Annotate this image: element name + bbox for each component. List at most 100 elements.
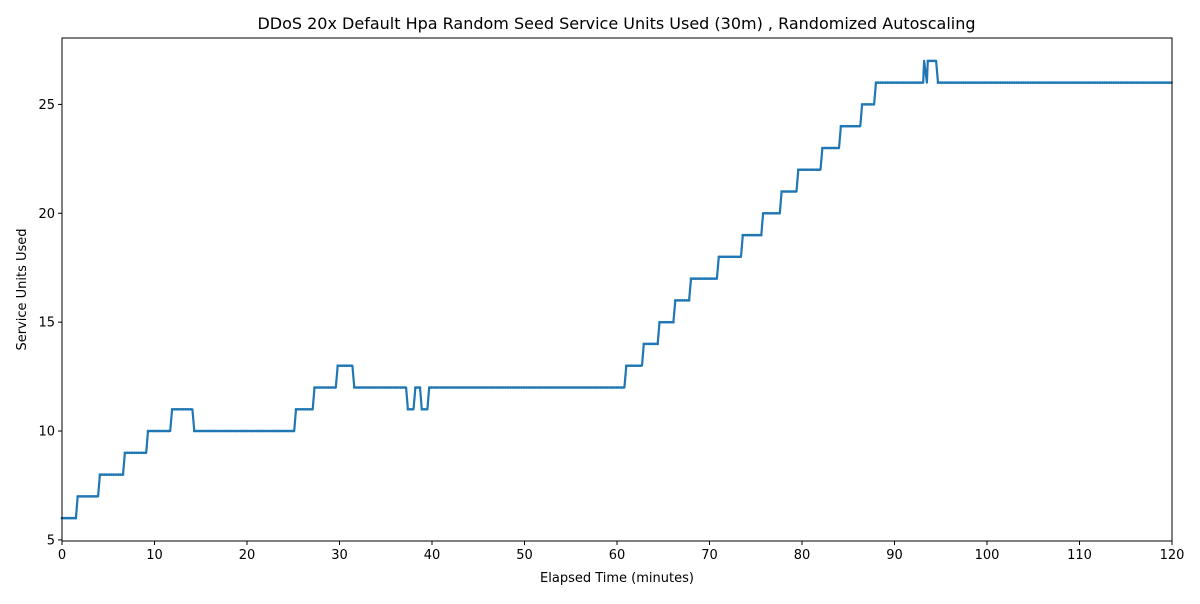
data-point bbox=[366, 386, 370, 389]
data-point bbox=[420, 408, 424, 411]
data-point bbox=[385, 386, 389, 389]
data-point bbox=[959, 81, 963, 84]
data-point bbox=[596, 386, 600, 389]
data-point bbox=[726, 255, 730, 259]
data-point bbox=[492, 386, 496, 389]
data-point bbox=[585, 386, 588, 389]
data-point bbox=[162, 429, 166, 433]
data-point bbox=[1040, 81, 1044, 84]
data-point bbox=[794, 190, 797, 193]
data-point bbox=[926, 59, 930, 63]
data-point bbox=[271, 429, 275, 433]
data-point bbox=[1029, 81, 1032, 84]
data-point bbox=[806, 168, 809, 171]
data-point bbox=[308, 408, 312, 411]
data-point bbox=[160, 429, 164, 433]
data-point bbox=[642, 342, 646, 346]
data-point bbox=[1107, 81, 1111, 84]
data-point bbox=[471, 386, 475, 389]
data-point bbox=[1066, 81, 1069, 84]
data-point bbox=[369, 386, 372, 389]
data-point bbox=[1163, 81, 1166, 84]
data-point bbox=[1137, 81, 1141, 84]
data-point bbox=[110, 473, 113, 476]
data-point bbox=[234, 429, 238, 433]
data-point bbox=[761, 212, 765, 215]
data-point bbox=[478, 386, 482, 389]
data-point bbox=[63, 516, 66, 520]
data-point bbox=[674, 299, 677, 302]
data-point bbox=[1084, 81, 1088, 84]
data-point bbox=[564, 386, 567, 389]
data-point bbox=[313, 386, 316, 389]
data-point bbox=[1103, 81, 1106, 84]
data-point bbox=[488, 386, 491, 389]
data-point bbox=[665, 320, 668, 324]
data-point bbox=[225, 429, 228, 433]
data-point bbox=[1056, 81, 1060, 84]
data-point bbox=[803, 168, 807, 171]
data-point bbox=[1124, 81, 1127, 84]
data-point bbox=[1087, 81, 1090, 84]
x-tick-label: 110 bbox=[1067, 548, 1092, 563]
data-point bbox=[343, 364, 346, 368]
data-point bbox=[557, 386, 560, 389]
data-point bbox=[241, 429, 245, 433]
data-point bbox=[1091, 81, 1095, 84]
data-point bbox=[371, 386, 375, 389]
data-point bbox=[575, 386, 579, 389]
data-point bbox=[573, 386, 577, 389]
data-point bbox=[992, 81, 995, 84]
data-point bbox=[195, 429, 198, 433]
data-point bbox=[511, 386, 514, 389]
data-point bbox=[1096, 81, 1099, 84]
data-point bbox=[841, 124, 845, 128]
data-point bbox=[432, 386, 436, 389]
data-point bbox=[1015, 81, 1018, 84]
data-point bbox=[694, 277, 697, 280]
data-point bbox=[606, 386, 609, 389]
data-point bbox=[246, 429, 249, 433]
data-point bbox=[253, 429, 256, 433]
data-point bbox=[1013, 81, 1016, 84]
data-point bbox=[594, 386, 597, 389]
data-point bbox=[962, 81, 965, 84]
data-point bbox=[696, 277, 700, 280]
data-point bbox=[683, 299, 686, 302]
data-point bbox=[778, 212, 781, 215]
data-point bbox=[474, 386, 477, 389]
data-point bbox=[390, 386, 393, 389]
data-point bbox=[525, 386, 528, 389]
data-point bbox=[592, 386, 595, 389]
data-point bbox=[255, 429, 258, 433]
data-point bbox=[165, 429, 168, 433]
data-point bbox=[327, 386, 330, 389]
data-point bbox=[571, 386, 574, 389]
data-point bbox=[276, 429, 279, 433]
data-point bbox=[1047, 81, 1051, 84]
data-point bbox=[874, 81, 878, 84]
y-tick-label: 10 bbox=[38, 425, 55, 440]
data-point bbox=[1165, 81, 1169, 84]
data-point bbox=[267, 429, 270, 433]
data-point bbox=[678, 299, 682, 302]
data-point bbox=[396, 386, 400, 389]
data-point bbox=[787, 190, 790, 193]
data-point bbox=[846, 124, 850, 128]
data-point bbox=[830, 146, 833, 150]
x-tick-label: 40 bbox=[424, 548, 441, 563]
data-point bbox=[1008, 81, 1011, 84]
data-point bbox=[100, 473, 104, 476]
data-point bbox=[70, 516, 73, 520]
data-point bbox=[92, 495, 96, 498]
data-point bbox=[260, 429, 263, 433]
data-point bbox=[403, 386, 407, 389]
data-point bbox=[863, 103, 866, 106]
data-point bbox=[1043, 81, 1046, 84]
data-point bbox=[112, 473, 116, 476]
data-point bbox=[1033, 81, 1037, 84]
data-point bbox=[173, 408, 176, 411]
x-tick-label: 0 bbox=[58, 548, 66, 563]
data-point bbox=[757, 233, 761, 237]
data-point bbox=[881, 81, 885, 84]
